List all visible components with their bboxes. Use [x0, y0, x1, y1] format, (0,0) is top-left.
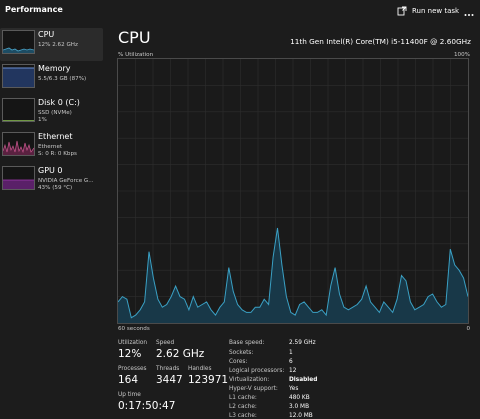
- time-axis-label: 60 seconds: [118, 326, 150, 332]
- handles-stat-label: Handles: [188, 366, 212, 372]
- spec-value: 1: [289, 350, 293, 356]
- sidebar-item-label: Ethernet: [38, 132, 73, 141]
- sidebar-item-label: Memory: [38, 64, 71, 73]
- memory-thumbnail-graph: [2, 64, 35, 88]
- processes-stat-value: 164: [118, 374, 139, 386]
- spec-label: L3 cache:: [229, 413, 257, 419]
- speed-stat: Speed 2.62 GHz: [156, 340, 204, 360]
- utilization-area: [118, 228, 468, 323]
- speed-stat-value: 2.62 GHz: [156, 348, 205, 360]
- top-bar: Performance Run new task: [0, 0, 480, 24]
- spec-label: Cores:: [229, 359, 248, 365]
- threads-stat: Threads 3447: [156, 366, 183, 386]
- sidebar-item-disk[interactable]: Disk 0 (C:) SSD (NVMe) 1%: [0, 96, 103, 129]
- uptime-stat-label: Up time: [118, 392, 141, 398]
- cpu-model-name: 11th Gen Intel(R) Core(TM) i5-11400F @ 2…: [290, 37, 471, 46]
- threads-stat-label: Threads: [156, 366, 180, 372]
- handles-stat: Handles 123971: [188, 366, 228, 386]
- spec-value: 480 KB: [289, 395, 310, 401]
- handles-stat-value: 123971: [188, 374, 229, 386]
- spec-value: 2.59 GHz: [289, 340, 316, 346]
- sidebar-item-label: CPU: [38, 30, 55, 39]
- disk-thumbnail-graph: [2, 98, 35, 122]
- uptime-stat: Up time 0:17:50:47: [118, 392, 175, 412]
- processes-stat-label: Processes: [118, 366, 147, 372]
- sidebar-item-cpu[interactable]: CPU 12% 2.62 GHz: [0, 28, 103, 61]
- sidebar-item-memory[interactable]: Memory 5.5/6.3 GB (87%): [0, 62, 103, 95]
- run-new-task-label: Run new task: [412, 7, 460, 15]
- spec-label: Logical processors:: [229, 368, 285, 374]
- spec-label: Sockets:: [229, 350, 254, 356]
- sidebar-item-label: GPU 0: [38, 166, 63, 175]
- spec-value: 12.0 MB: [289, 413, 313, 419]
- uptime-stat-value: 0:17:50:47: [118, 400, 176, 412]
- spec-label: Hyper-V support:: [229, 386, 278, 392]
- spec-value: 12: [289, 368, 297, 374]
- sidebar: CPU 12% 2.62 GHz Memory 5.5/6.3 GB (87%)…: [0, 28, 106, 405]
- sidebar-item-detail-2: S: 0 R: 0 Kbps: [38, 151, 77, 157]
- spec-value: Yes: [289, 386, 299, 392]
- spec-label: Base speed:: [229, 340, 265, 346]
- utilization-line: [118, 227, 468, 319]
- sidebar-item-detail: 12% 2.62 GHz: [38, 42, 78, 48]
- run-task-icon: [397, 6, 407, 16]
- utilization-stat-value: 12%: [118, 348, 142, 360]
- panel-title: CPU: [118, 28, 151, 47]
- sidebar-item-detail-2: 43% (59 °C): [38, 185, 73, 191]
- sidebar-item-detail-2: 1%: [38, 117, 47, 123]
- sidebar-item-detail: 5.5/6.3 GB (87%): [38, 76, 87, 82]
- spec-value: 6: [289, 359, 293, 365]
- sidebar-item-ethernet[interactable]: Ethernet Ethernet S: 0 R: 0 Kbps: [0, 130, 103, 163]
- graph-grid: [118, 59, 468, 323]
- utilization-axis-max: 100%: [454, 52, 470, 58]
- utilization-stat: Utilization 12%: [118, 340, 147, 360]
- cpu-thumbnail-graph: [2, 30, 35, 54]
- utilization-axis-label: % Utilization: [118, 52, 154, 58]
- cpu-utilization-graph: [117, 58, 469, 324]
- sidebar-item-gpu[interactable]: GPU 0 NVIDIA GeForce G... 43% (59 °C): [0, 164, 103, 197]
- page-title: Performance: [5, 5, 63, 14]
- run-new-task-button[interactable]: Run new task: [397, 5, 459, 17]
- spec-label: Virtualization:: [229, 377, 270, 383]
- gpu-thumbnail-graph: [2, 166, 35, 190]
- ethernet-thumbnail-graph: [2, 132, 35, 156]
- processes-stat: Processes 164: [118, 366, 147, 386]
- spec-value: Disabled: [289, 377, 318, 383]
- spec-label: L1 cache:: [229, 395, 257, 401]
- more-options-icon: [464, 2, 474, 21]
- cpu-detail-panel: CPU 11th Gen Intel(R) Core(TM) i5-11400F…: [112, 26, 480, 419]
- time-axis-end: 0: [466, 326, 470, 332]
- sidebar-item-detail: SSD (NVMe): [38, 110, 72, 116]
- more-options-button[interactable]: [463, 5, 475, 17]
- sidebar-item-label: Disk 0 (C:): [38, 98, 80, 107]
- threads-stat-value: 3447: [156, 374, 183, 386]
- sidebar-item-detail: Ethernet: [38, 144, 63, 150]
- speed-stat-label: Speed: [156, 340, 175, 346]
- utilization-stat-label: Utilization: [118, 340, 148, 346]
- sidebar-item-detail: NVIDIA GeForce G...: [38, 178, 94, 184]
